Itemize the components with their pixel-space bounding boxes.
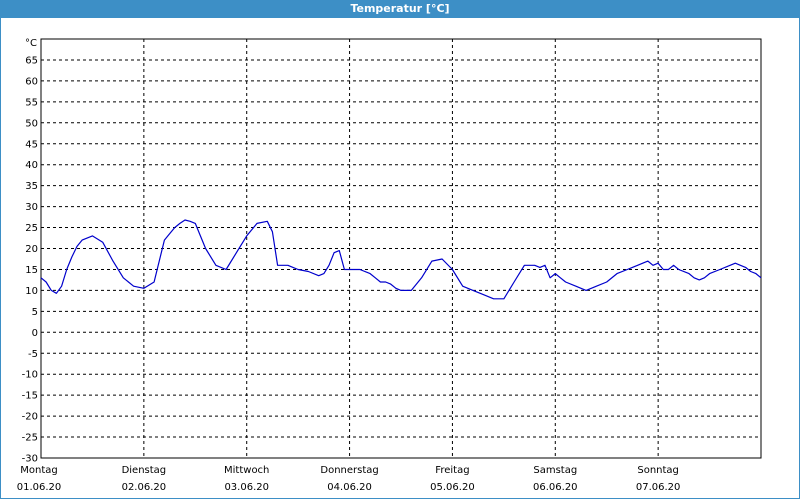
day-date-label: 04.06.20 [327,482,372,493]
day-name-label: Mittwoch [224,465,269,476]
day-date-label: 06.06.20 [533,482,578,493]
chart-title-bar: Temperatur [°C] [0,0,800,18]
y-tick-label: -10 [22,370,38,381]
y-tick-label: 15 [25,265,38,276]
day-date-label: 02.06.20 [122,482,167,493]
chart-frame: °C 65 60 55 50 45 40 35 30 25 20 15 10 5 0 -5 -10 -15 -20-… [0,18,800,499]
y-tick-label: -5 [28,349,38,360]
day-name-label: Freitag [435,465,469,476]
day-name-label: Donnerstag [320,465,378,476]
y-tick-label: 50 [25,118,38,129]
chart-title: Temperatur [°C] [350,2,450,15]
temperature-line [40,219,762,300]
y-tick-label: 20 [25,244,38,255]
day-date-label: 07.06.20 [636,482,681,493]
day-name-label: Samstag [533,465,577,476]
day-date-label: 03.06.20 [224,482,269,493]
day-name-label: Sonntag [637,465,679,476]
y-tick-label: 5 [32,307,38,318]
y-tick-label: -15 [22,391,38,402]
y-tick-label: 65 [25,55,38,66]
day-name-label: Dienstag [122,465,167,476]
temperature-chart: °C65605550454035302520151050-5-10-15-20-… [17,38,762,493]
y-tick-label: 60 [25,76,38,87]
y-tick-label: 35 [25,181,38,192]
y-tick-label: 30 [25,202,38,213]
y-tick-label: 25 [25,223,38,234]
day-name-label: Montag [20,465,57,476]
y-tick-label: -30 [22,454,38,465]
y-tick-label: -25 [22,433,38,444]
y-unit-label: °C [25,38,37,49]
y-tick-label: -20 [22,412,38,423]
day-date-label: 01.06.20 [17,482,62,493]
y-tick-label: 10 [25,286,38,297]
y-tick-label: 40 [25,160,38,171]
y-tick-label: 45 [25,139,38,150]
y-tick-label: 55 [25,97,38,108]
y-tick-label: 0 [32,328,38,339]
day-date-label: 05.06.20 [430,482,475,493]
